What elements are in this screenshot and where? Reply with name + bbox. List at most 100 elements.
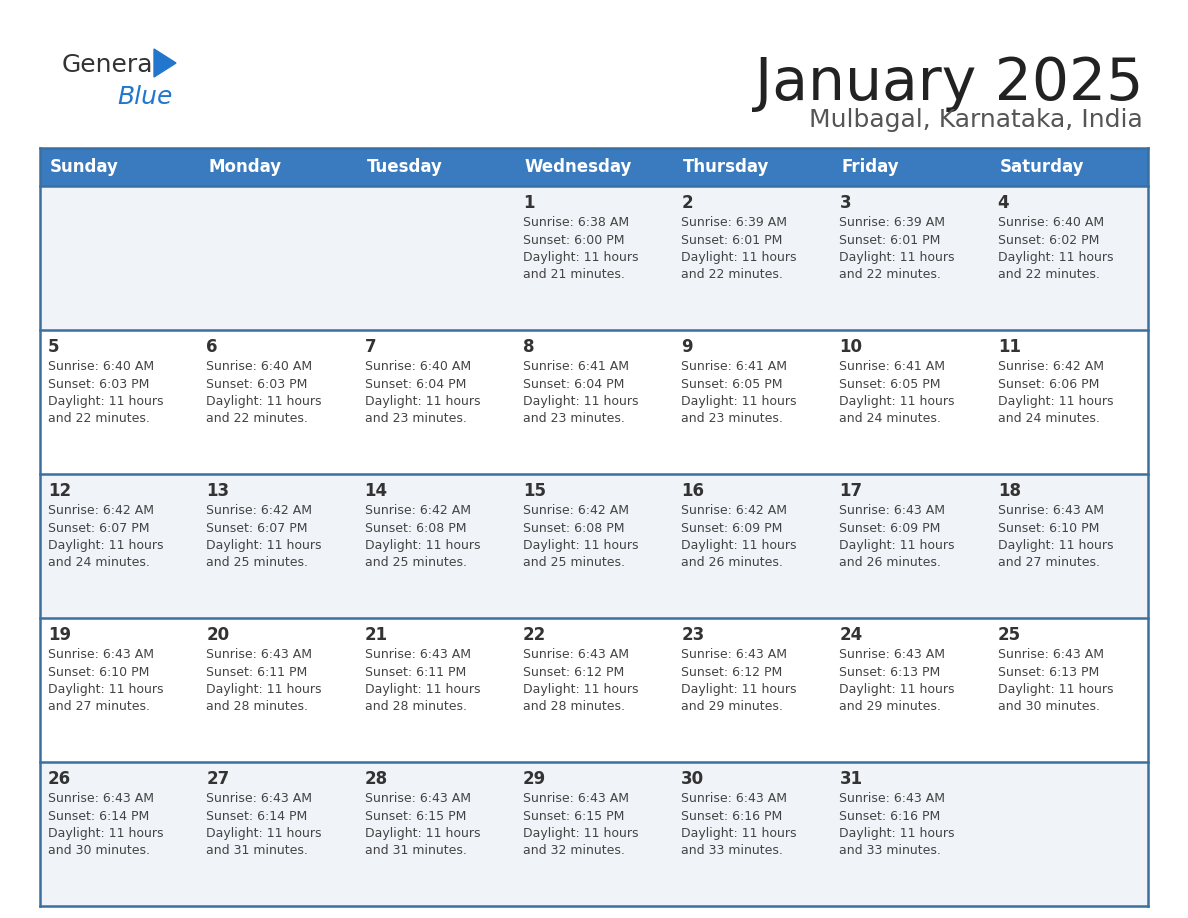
Bar [832,762,990,906]
Text: and 21 minutes.: and 21 minutes. [523,268,625,282]
Bar [198,330,356,474]
Text: 15: 15 [523,482,545,500]
Text: Sunset: 6:13 PM: Sunset: 6:13 PM [998,666,1099,678]
Text: Sunset: 6:01 PM: Sunset: 6:01 PM [840,233,941,247]
Bar [990,762,1148,906]
Text: Sunrise: 6:43 AM: Sunrise: 6:43 AM [681,792,788,805]
Text: Sunset: 6:10 PM: Sunset: 6:10 PM [998,521,1099,534]
Text: and 25 minutes.: and 25 minutes. [365,556,467,569]
Text: Daylight: 11 hours: Daylight: 11 hours [523,827,638,840]
Text: January 2025: January 2025 [754,55,1143,112]
Text: Daylight: 11 hours: Daylight: 11 hours [681,539,797,552]
Text: Sunset: 6:14 PM: Sunset: 6:14 PM [48,810,150,823]
Text: 19: 19 [48,626,71,644]
Text: 21: 21 [365,626,387,644]
Text: Sunrise: 6:43 AM: Sunrise: 6:43 AM [365,648,470,661]
Text: General: General [62,53,160,77]
Bar [514,186,674,330]
Text: 2: 2 [681,194,693,212]
Bar [198,148,356,186]
Text: 12: 12 [48,482,71,500]
Bar [356,148,514,186]
Text: Sunset: 6:07 PM: Sunset: 6:07 PM [207,521,308,534]
Text: Daylight: 11 hours: Daylight: 11 hours [998,683,1113,696]
Bar [990,474,1148,618]
Bar [514,330,674,474]
Text: Daylight: 11 hours: Daylight: 11 hours [840,395,955,408]
Text: Sunset: 6:15 PM: Sunset: 6:15 PM [365,810,466,823]
Text: Sunrise: 6:40 AM: Sunrise: 6:40 AM [207,360,312,373]
Text: Sunrise: 6:42 AM: Sunrise: 6:42 AM [365,504,470,517]
Text: 6: 6 [207,338,217,356]
Text: Sunset: 6:14 PM: Sunset: 6:14 PM [207,810,308,823]
Bar [832,186,990,330]
Text: Sunset: 6:07 PM: Sunset: 6:07 PM [48,521,150,534]
Text: 9: 9 [681,338,693,356]
Bar [674,618,832,762]
Text: Sunset: 6:05 PM: Sunset: 6:05 PM [840,377,941,390]
Text: Sunrise: 6:43 AM: Sunrise: 6:43 AM [840,792,946,805]
Text: Sunrise: 6:39 AM: Sunrise: 6:39 AM [681,216,788,229]
Text: and 27 minutes.: and 27 minutes. [998,556,1100,569]
Text: and 28 minutes.: and 28 minutes. [207,700,308,713]
Bar [990,330,1148,474]
Text: Daylight: 11 hours: Daylight: 11 hours [840,539,955,552]
Text: Sunset: 6:09 PM: Sunset: 6:09 PM [840,521,941,534]
Text: Daylight: 11 hours: Daylight: 11 hours [998,251,1113,264]
Text: Monday: Monday [208,158,282,176]
Text: Sunset: 6:13 PM: Sunset: 6:13 PM [840,666,941,678]
Text: Sunset: 6:06 PM: Sunset: 6:06 PM [998,377,1099,390]
Bar [356,618,514,762]
Bar [198,186,356,330]
Bar [356,330,514,474]
Bar [198,618,356,762]
Text: Daylight: 11 hours: Daylight: 11 hours [207,539,322,552]
Text: Sunrise: 6:42 AM: Sunrise: 6:42 AM [998,360,1104,373]
Text: 25: 25 [998,626,1020,644]
Bar [40,186,198,330]
Bar [990,148,1148,186]
Text: Sunrise: 6:41 AM: Sunrise: 6:41 AM [681,360,788,373]
Bar [198,762,356,906]
Text: Daylight: 11 hours: Daylight: 11 hours [365,827,480,840]
Bar [40,762,198,906]
Text: Daylight: 11 hours: Daylight: 11 hours [681,827,797,840]
Text: and 23 minutes.: and 23 minutes. [523,412,625,426]
Text: Sunset: 6:12 PM: Sunset: 6:12 PM [681,666,783,678]
Bar [674,330,832,474]
Text: 31: 31 [840,770,862,788]
Text: and 33 minutes.: and 33 minutes. [840,845,941,857]
Bar [356,186,514,330]
Text: Sunset: 6:05 PM: Sunset: 6:05 PM [681,377,783,390]
Text: Sunrise: 6:38 AM: Sunrise: 6:38 AM [523,216,628,229]
Text: and 23 minutes.: and 23 minutes. [681,412,783,426]
Text: and 25 minutes.: and 25 minutes. [207,556,308,569]
Text: Sunrise: 6:43 AM: Sunrise: 6:43 AM [840,504,946,517]
Text: Daylight: 11 hours: Daylight: 11 hours [48,539,164,552]
Bar [356,474,514,618]
Text: Daylight: 11 hours: Daylight: 11 hours [207,683,322,696]
Text: Sunrise: 6:40 AM: Sunrise: 6:40 AM [365,360,470,373]
Polygon shape [154,49,176,77]
Text: Daylight: 11 hours: Daylight: 11 hours [681,683,797,696]
Text: Sunset: 6:00 PM: Sunset: 6:00 PM [523,233,625,247]
Text: Daylight: 11 hours: Daylight: 11 hours [365,683,480,696]
Text: Sunrise: 6:41 AM: Sunrise: 6:41 AM [840,360,946,373]
Text: Sunset: 6:16 PM: Sunset: 6:16 PM [681,810,783,823]
Bar [40,474,198,618]
Text: 14: 14 [365,482,387,500]
Bar [674,474,832,618]
Text: Sunrise: 6:43 AM: Sunrise: 6:43 AM [523,792,628,805]
Bar [514,618,674,762]
Text: and 23 minutes.: and 23 minutes. [365,412,467,426]
Text: Sunset: 6:12 PM: Sunset: 6:12 PM [523,666,624,678]
Text: 1: 1 [523,194,535,212]
Text: and 29 minutes.: and 29 minutes. [840,700,941,713]
Text: Sunset: 6:01 PM: Sunset: 6:01 PM [681,233,783,247]
Text: Sunrise: 6:43 AM: Sunrise: 6:43 AM [207,648,312,661]
Text: Sunrise: 6:42 AM: Sunrise: 6:42 AM [523,504,628,517]
Text: 28: 28 [365,770,387,788]
Text: 10: 10 [840,338,862,356]
Text: Daylight: 11 hours: Daylight: 11 hours [523,395,638,408]
Text: and 30 minutes.: and 30 minutes. [998,700,1100,713]
